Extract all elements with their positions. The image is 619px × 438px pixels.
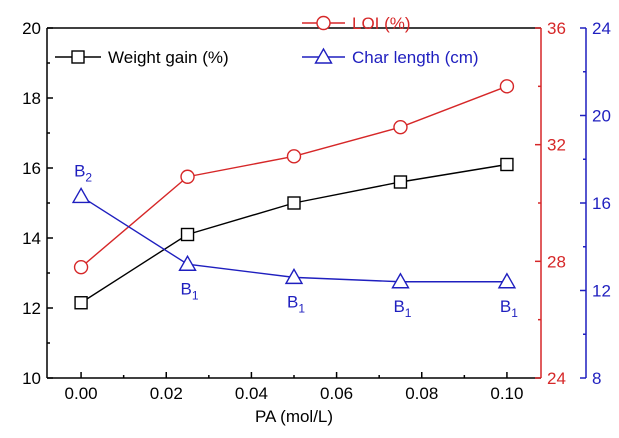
- left-y-tick-label: 18: [22, 89, 41, 108]
- circle-series: [73, 79, 515, 275]
- left-y-tick-label: 12: [22, 299, 41, 318]
- char-rating-subscript: 1: [298, 301, 305, 315]
- left-y-tick-label: 14: [22, 229, 41, 248]
- legend-loi: LOI (%): [302, 14, 411, 33]
- square-series-point: [500, 157, 514, 172]
- left-y-tick-label: 16: [22, 159, 41, 178]
- right-outer-y-tick-label: 12: [592, 282, 611, 301]
- square-series-point: [393, 175, 408, 189]
- char-rating-letter: B: [181, 279, 192, 298]
- legend-weight-gain-marker: [71, 50, 85, 64]
- circle-series-point: [286, 149, 302, 164]
- char-rating-label: B1: [287, 292, 305, 315]
- triangle-series: [71, 187, 517, 289]
- char-rating-letter: B: [74, 161, 85, 180]
- right-outer-y-tick-label: 24: [592, 19, 611, 38]
- x-tick-label: 0.00: [65, 384, 98, 403]
- char-rating-letter: B: [500, 297, 511, 316]
- x-tick-label: 0.10: [490, 384, 523, 403]
- char-rating-label: B1: [393, 297, 411, 320]
- right-outer-y-tick-label: 16: [592, 194, 611, 213]
- square-series: [74, 157, 514, 310]
- x-tick-label: 0.06: [320, 384, 353, 403]
- right-inner-y-tick-label: 36: [547, 19, 566, 38]
- char-rating-label: B1: [181, 279, 199, 302]
- x-axis-title: PA (mol/L): [255, 407, 333, 426]
- square-series-point: [180, 227, 195, 242]
- triangle-series-point: [178, 254, 197, 271]
- triangle-series-point: [71, 187, 91, 204]
- legend-weight-gain: Weight gain (%): [55, 48, 229, 67]
- legend-loi-marker: [316, 15, 331, 31]
- x-tick-label: 0.08: [405, 384, 438, 403]
- circle-series-point: [73, 259, 89, 275]
- char-rating-letter: B: [287, 292, 298, 311]
- legend-loi-label: LOI (%): [352, 14, 411, 33]
- left-y-tick-label: 20: [22, 19, 41, 38]
- char-rating-letter: B: [393, 297, 404, 316]
- right-inner-y-tick-label: 24: [547, 369, 566, 388]
- x-tick-label: 0.04: [235, 384, 268, 403]
- legend-char-length-label: Char length (cm): [352, 48, 479, 67]
- circle-series-line: [80, 85, 508, 268]
- square-series-point: [74, 296, 88, 310]
- char-rating-subscript: 1: [511, 306, 518, 320]
- right-inner-y-tick-label: 32: [547, 136, 566, 155]
- legend-char-length: Char length (cm): [302, 47, 479, 67]
- char-rating-subscript: 1: [192, 288, 199, 302]
- square-series-point: [287, 196, 301, 210]
- right-outer-y-tick-label: 8: [592, 369, 601, 388]
- char-rating-label: B2: [74, 161, 92, 184]
- char-rating-subscript: 1: [405, 306, 412, 320]
- char-rating-label: B1: [500, 297, 518, 320]
- char-rating-subscript: 2: [85, 170, 92, 184]
- legend-char-length-marker: [314, 47, 333, 64]
- legend-weight-gain-label: Weight gain (%): [108, 48, 229, 67]
- triangle-series-point: [391, 272, 410, 289]
- circle-series-point: [393, 119, 408, 135]
- triangle-series-point: [497, 272, 517, 289]
- circle-series-point: [180, 169, 195, 184]
- right-inner-y-tick-label: 28: [547, 252, 566, 271]
- legend: Weight gain (%) LOI (%) Char length (cm): [55, 14, 479, 67]
- triangle-series-point: [284, 267, 304, 285]
- circle-series-point: [499, 79, 515, 94]
- x-tick-label: 0.02: [150, 384, 183, 403]
- right-outer-y-tick-label: 20: [592, 107, 611, 126]
- left-y-tick-label: 10: [22, 369, 41, 388]
